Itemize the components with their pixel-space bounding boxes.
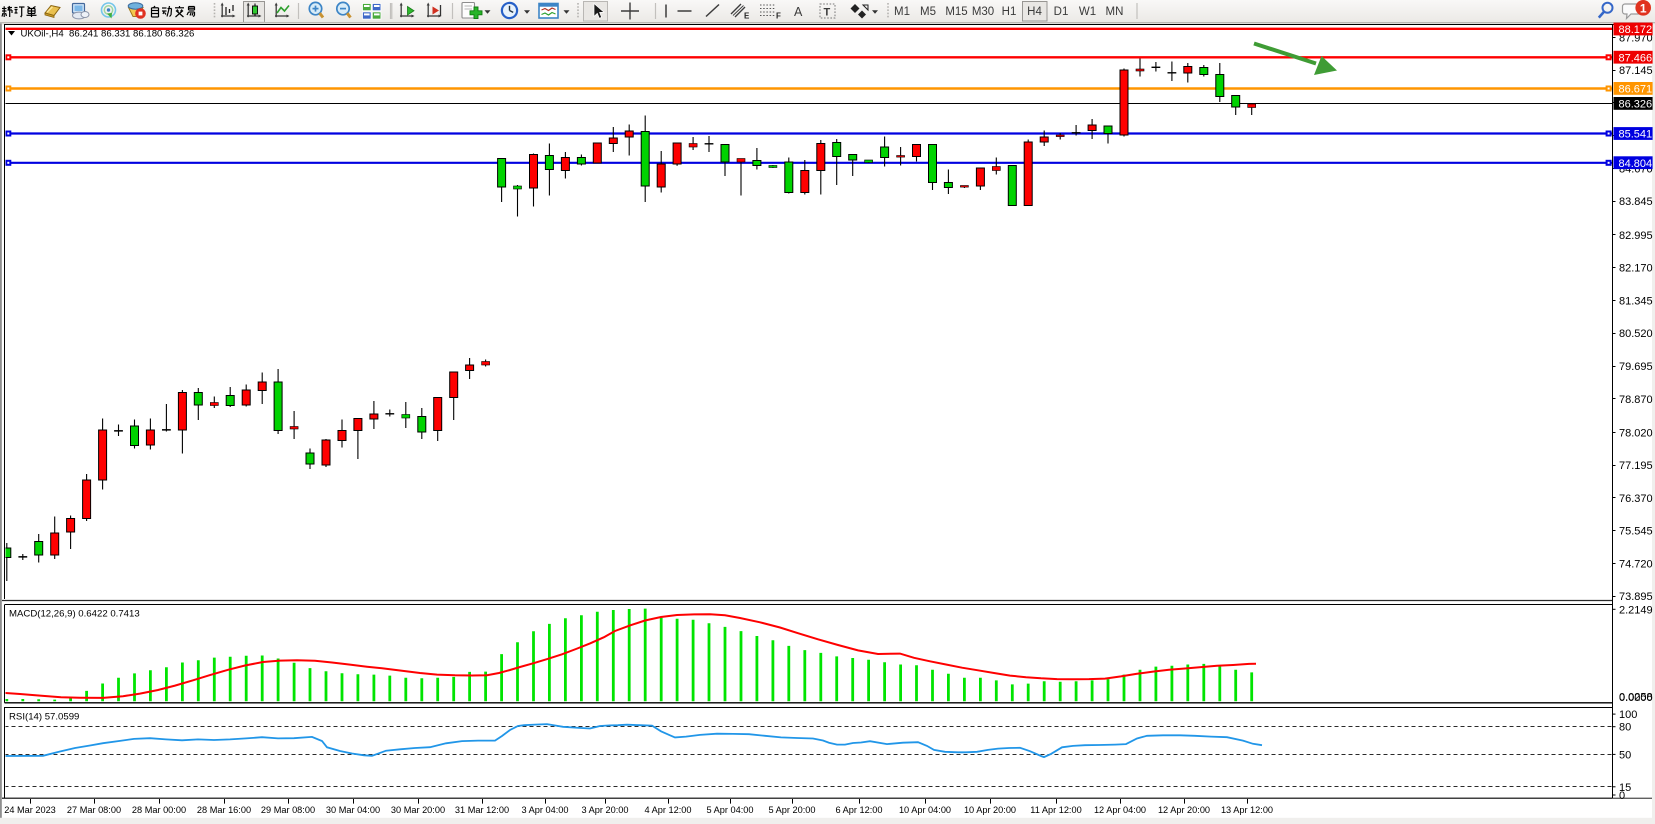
svg-text:85.541: 85.541 bbox=[1619, 129, 1653, 141]
svg-text:6 Apr 12:00: 6 Apr 12:00 bbox=[836, 805, 883, 815]
svg-text:74.720: 74.720 bbox=[1619, 558, 1653, 570]
svg-text:0.0000: 0.0000 bbox=[1619, 692, 1653, 704]
svg-text:83.845: 83.845 bbox=[1619, 196, 1653, 208]
svg-text:MACD(12,26,9) 0.6422 0.7413: MACD(12,26,9) 0.6422 0.7413 bbox=[9, 609, 140, 620]
svg-text:30 Mar 20:00: 30 Mar 20:00 bbox=[391, 805, 445, 815]
svg-text:80: 80 bbox=[1619, 722, 1631, 734]
svg-text:79.695: 79.695 bbox=[1619, 361, 1653, 373]
svg-text:MN: MN bbox=[1106, 6, 1124, 18]
svg-text:78.020: 78.020 bbox=[1619, 428, 1653, 440]
svg-text:86.326: 86.326 bbox=[1619, 99, 1653, 111]
svg-text:100: 100 bbox=[1619, 709, 1637, 721]
svg-text:M30: M30 bbox=[972, 6, 994, 18]
svg-text:82.170: 82.170 bbox=[1619, 263, 1653, 275]
svg-text:E: E bbox=[744, 12, 750, 21]
svg-text:88.172: 88.172 bbox=[1619, 24, 1653, 36]
svg-text:10 Apr 04:00: 10 Apr 04:00 bbox=[899, 805, 951, 815]
svg-text:29 Mar 08:00: 29 Mar 08:00 bbox=[261, 805, 315, 815]
svg-text:D1: D1 bbox=[1054, 6, 1069, 18]
svg-text:F: F bbox=[776, 12, 781, 21]
svg-text:87.466: 87.466 bbox=[1619, 52, 1653, 64]
svg-text:H4: H4 bbox=[1027, 6, 1042, 18]
svg-text:13 Apr 12:00: 13 Apr 12:00 bbox=[1221, 805, 1273, 815]
svg-text:82.995: 82.995 bbox=[1619, 230, 1653, 242]
svg-text:30 Mar 04:00: 30 Mar 04:00 bbox=[326, 805, 380, 815]
svg-text:15: 15 bbox=[1619, 782, 1631, 794]
svg-text:75.545: 75.545 bbox=[1619, 526, 1653, 538]
svg-text:73.895: 73.895 bbox=[1619, 591, 1653, 603]
svg-text:12 Apr 04:00: 12 Apr 04:00 bbox=[1094, 805, 1146, 815]
svg-text:78.870: 78.870 bbox=[1619, 394, 1653, 406]
svg-text:T: T bbox=[824, 7, 831, 19]
svg-text:RSI(14) 57.0599: RSI(14) 57.0599 bbox=[9, 712, 79, 723]
svg-text:86.671: 86.671 bbox=[1619, 84, 1653, 96]
svg-text:UKOil-,H4 86.241 86.331 86.18: UKOil-,H4 86.241 86.331 86.180 86.326 bbox=[21, 29, 195, 40]
svg-text:3 Apr 04:00: 3 Apr 04:00 bbox=[522, 805, 569, 815]
svg-text:M5: M5 bbox=[920, 6, 936, 18]
svg-text:M1: M1 bbox=[894, 6, 910, 18]
svg-text:12 Apr 20:00: 12 Apr 20:00 bbox=[1158, 805, 1210, 815]
svg-text:28 Mar 16:00: 28 Mar 16:00 bbox=[197, 805, 251, 815]
svg-text:27 Mar 08:00: 27 Mar 08:00 bbox=[67, 805, 121, 815]
svg-text:W1: W1 bbox=[1079, 6, 1096, 18]
svg-text:H1: H1 bbox=[1002, 6, 1017, 18]
svg-text:1: 1 bbox=[1640, 1, 1647, 15]
svg-text:0: 0 bbox=[1619, 790, 1625, 802]
svg-text:77.195: 77.195 bbox=[1619, 460, 1653, 472]
svg-text:81.345: 81.345 bbox=[1619, 296, 1653, 308]
svg-text:24 Mar 2023: 24 Mar 2023 bbox=[4, 805, 56, 815]
svg-text:4 Apr 12:00: 4 Apr 12:00 bbox=[645, 805, 692, 815]
svg-text:0.0258: 0.0258 bbox=[1619, 691, 1653, 703]
svg-text:3 Apr 20:00: 3 Apr 20:00 bbox=[582, 805, 629, 815]
svg-text:10 Apr 20:00: 10 Apr 20:00 bbox=[964, 805, 1016, 815]
svg-text:5 Apr 20:00: 5 Apr 20:00 bbox=[769, 805, 816, 815]
svg-text:87.145: 87.145 bbox=[1619, 65, 1653, 77]
svg-text:84.804: 84.804 bbox=[1619, 158, 1653, 170]
svg-text:M15: M15 bbox=[945, 6, 967, 18]
svg-text:76.370: 76.370 bbox=[1619, 493, 1653, 505]
svg-text:28 Mar 00:00: 28 Mar 00:00 bbox=[132, 805, 186, 815]
svg-text:5 Apr 04:00: 5 Apr 04:00 bbox=[707, 805, 754, 815]
svg-text:50: 50 bbox=[1619, 749, 1631, 761]
svg-text:11 Apr 12:00: 11 Apr 12:00 bbox=[1030, 805, 1081, 815]
svg-text:A: A bbox=[794, 5, 803, 19]
svg-text:31 Mar 12:00: 31 Mar 12:00 bbox=[455, 805, 509, 815]
svg-text:2.2149: 2.2149 bbox=[1619, 604, 1653, 616]
svg-text:80.520: 80.520 bbox=[1619, 328, 1653, 340]
